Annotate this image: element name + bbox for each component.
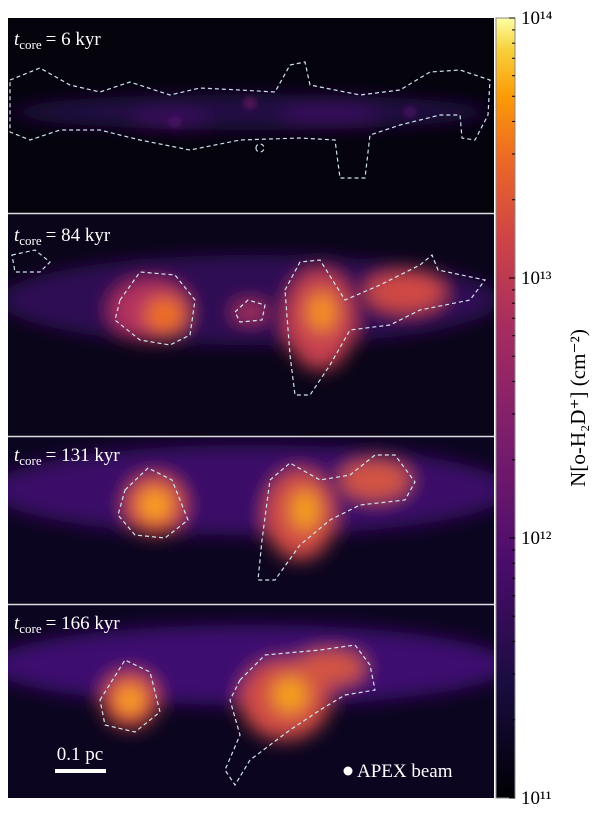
panel-image <box>8 214 494 436</box>
scale-bar-label: 0.1 pc <box>57 744 103 765</box>
panel-label: tcore = 166 kyr <box>14 613 120 636</box>
colorbar <box>495 17 516 799</box>
panel-image <box>8 605 494 798</box>
panel-image <box>8 18 494 213</box>
panel-image <box>8 437 494 604</box>
panel-label: tcore = 84 kyr <box>14 225 111 248</box>
panel-label: tcore = 6 kyr <box>14 29 101 52</box>
colorbar-tick-label: 10¹¹ <box>521 788 552 809</box>
colorbar-label: N[o-H₂D⁺] (cm⁻²) <box>566 329 590 487</box>
colorbar-tick-label: 10¹² <box>521 528 552 549</box>
panel-label: tcore = 131 kyr <box>14 445 120 468</box>
colorbar-tick-label: 10¹⁴ <box>521 8 553 29</box>
colorbar-tick-label: 10¹³ <box>521 268 552 289</box>
beam-label: APEX beam <box>357 761 453 782</box>
beam-marker <box>343 766 353 776</box>
